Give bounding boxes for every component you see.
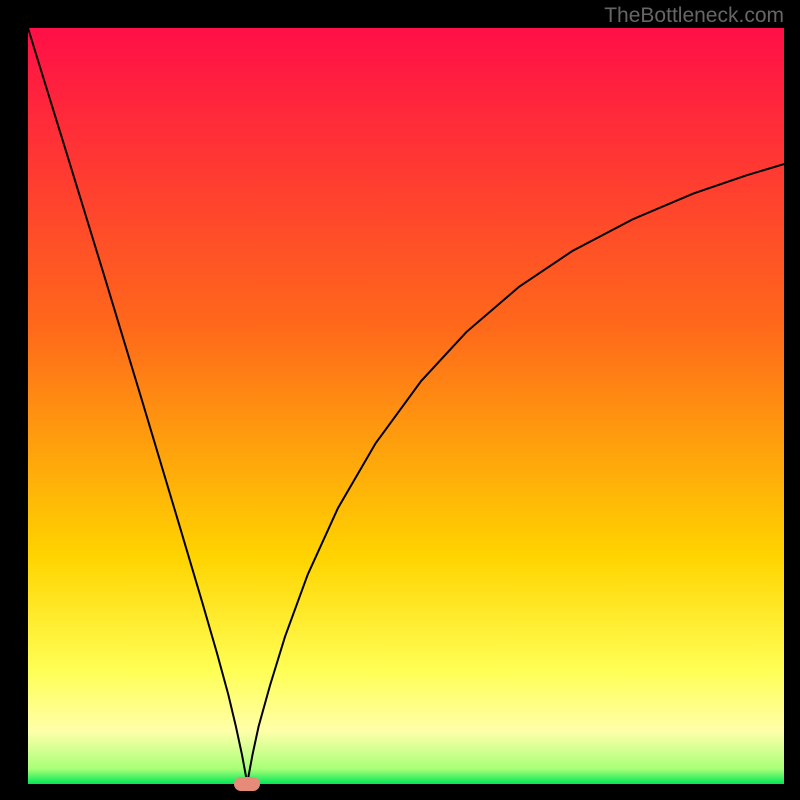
- chart-svg: [28, 28, 784, 784]
- chart-curve-line: [28, 28, 784, 783]
- watermark-text: TheBottleneck.com: [604, 4, 784, 28]
- chart-plot-area: [28, 28, 784, 784]
- chart-min-marker: [234, 777, 260, 791]
